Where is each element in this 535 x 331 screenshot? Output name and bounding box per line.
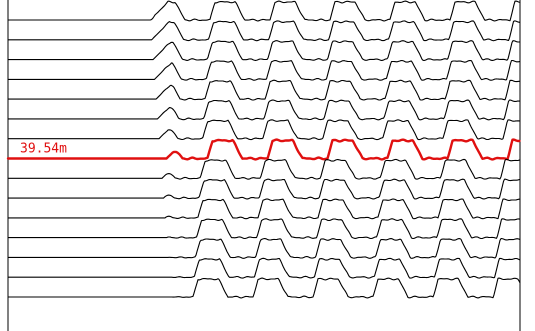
trace-7 xyxy=(7,119,521,141)
trace-10 xyxy=(7,178,521,200)
trace-11 xyxy=(7,198,521,220)
trace-3 xyxy=(7,40,521,61)
trace-6 xyxy=(7,99,521,121)
trace-14 xyxy=(7,257,521,279)
trace-13 xyxy=(7,238,521,259)
trace-2 xyxy=(7,20,521,42)
highlighted-trace xyxy=(6,138,521,161)
trace-15 xyxy=(7,277,521,299)
trace-4 xyxy=(7,59,521,81)
highlighted-trace-label: 39.54m xyxy=(20,142,67,157)
trace-5 xyxy=(7,79,521,101)
traces-group xyxy=(6,0,521,299)
trace-1 xyxy=(7,0,521,22)
trace-12 xyxy=(7,218,521,240)
trace-9 xyxy=(7,158,521,180)
